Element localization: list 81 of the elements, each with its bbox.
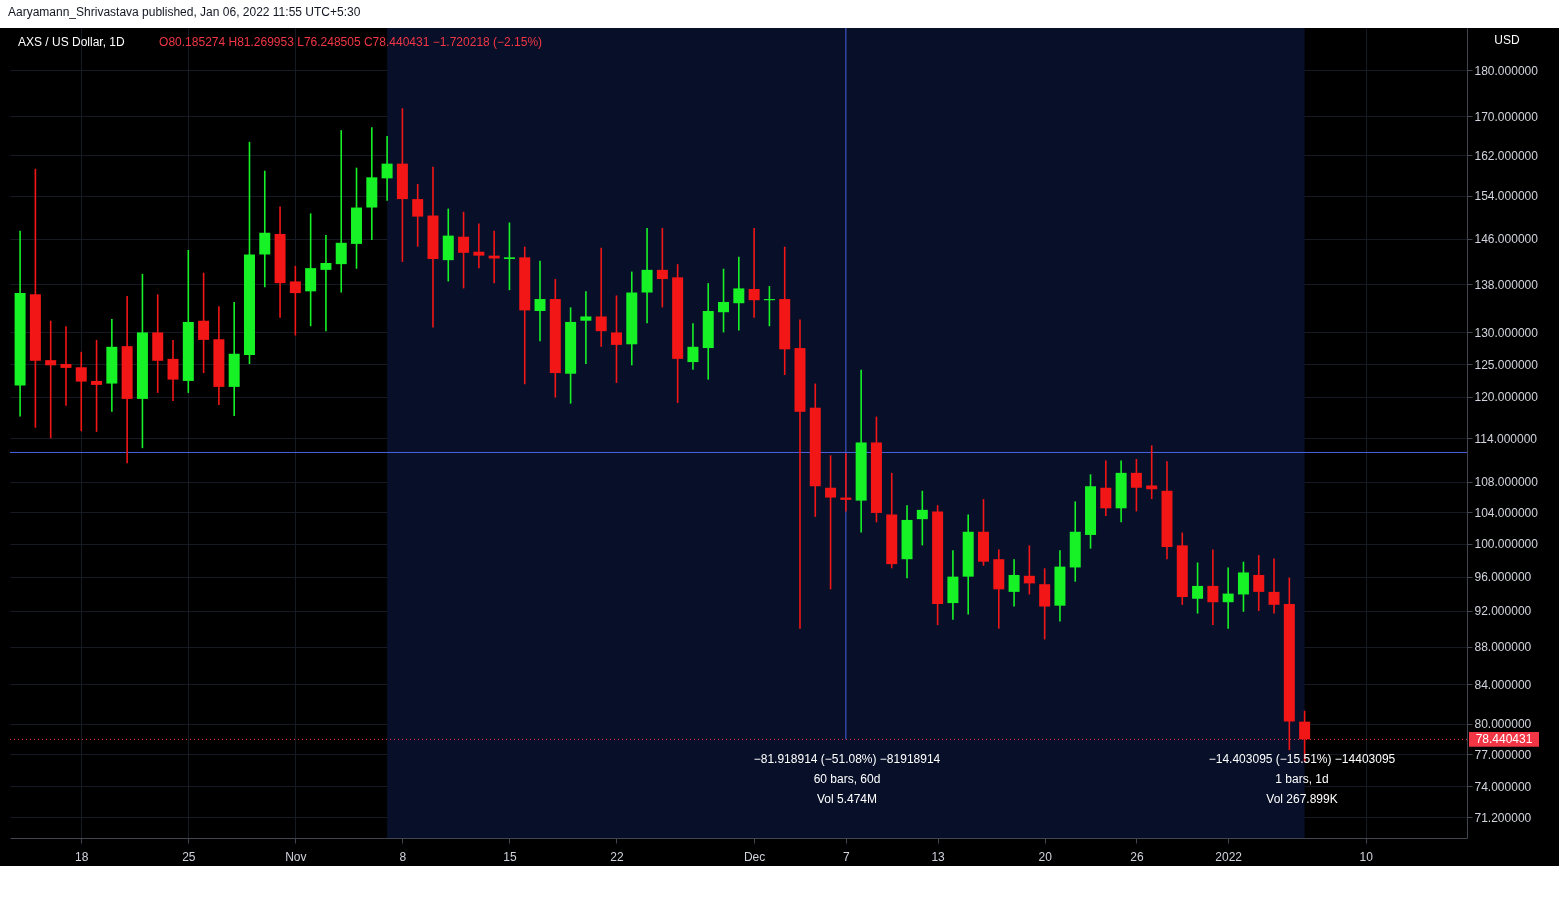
- candlestick: [1146, 444, 1158, 500]
- candlestick: [1008, 558, 1020, 608]
- annotation: −14.403095 (−15.51%) −14403095 1 bars, 1d Vol 267.899K: [1208, 752, 1396, 806]
- candlestick: [1237, 560, 1249, 613]
- candlestick: [1253, 554, 1265, 612]
- candlestick: [641, 227, 653, 324]
- y-tick-label: 154.000000: [1474, 189, 1539, 204]
- candlestick: [473, 222, 485, 269]
- text: Aaryamann_Shrivastava published, Jan 06, 2022 11:55 UTC+5:30: [8, 5, 361, 19]
- candlestick: [580, 290, 592, 365]
- x-tick-label: 15: [503, 849, 517, 864]
- candlestick: [503, 221, 515, 291]
- y-tick-label: 125.000000: [1474, 357, 1539, 372]
- candlestick: [916, 489, 928, 547]
- candlestick: [1130, 458, 1142, 513]
- candlestick: [259, 169, 271, 289]
- candlestick: [198, 271, 210, 374]
- x-tick-label: 13: [931, 849, 946, 864]
- y-tick-label: 88.000000: [1474, 640, 1532, 655]
- y-tick-label: 92.000000: [1474, 604, 1532, 619]
- annotation: −81.918914 (−51.08%) −81918914 60 bars, 60d Vol 5.474M: [753, 752, 941, 806]
- candlestick: [75, 351, 87, 432]
- y-tick-label: 108.000000: [1474, 475, 1539, 490]
- text: USD: [1494, 33, 1520, 47]
- candlestick: [748, 227, 760, 319]
- y-tick-label: 162.000000: [1474, 148, 1539, 163]
- text: O80.185274 H81.269953 L76.248505 C78.440431 −1.720218 (−2.15%): [159, 35, 543, 49]
- candlestick: [1039, 567, 1051, 641]
- y-tick-label: 120.000000: [1474, 390, 1539, 405]
- y-tick-label: 71.200000: [1474, 810, 1532, 825]
- x-tick-label: 2022: [1215, 849, 1243, 864]
- candlestick: [1192, 561, 1204, 615]
- y-tick-label: 146.000000: [1474, 232, 1539, 247]
- y-tick-label: 104.000000: [1474, 505, 1539, 520]
- candlestick: [335, 129, 347, 294]
- ref-line-label: 78.440431: [1475, 732, 1533, 747]
- candlestick: [381, 135, 393, 202]
- candlestick: [825, 454, 837, 591]
- x-tick-label: 26: [1130, 849, 1144, 864]
- candlestick: [1100, 459, 1112, 517]
- x-tick-label: 22: [610, 849, 624, 864]
- candlestick: [167, 339, 179, 402]
- candlestick: [595, 246, 607, 348]
- candlestick: [687, 322, 699, 371]
- candlestick: [91, 339, 103, 433]
- text: AXS / US Dollar, 1D: [18, 35, 126, 49]
- y-tick-label: 138.000000: [1474, 277, 1539, 292]
- y-tick-label: 84.000000: [1474, 677, 1532, 692]
- candlestick: [1207, 548, 1219, 626]
- candlestick: [45, 319, 57, 440]
- candlestick: [320, 234, 332, 332]
- candlestick: [718, 267, 730, 334]
- x-tick-label: 18: [75, 849, 89, 864]
- y-tick-label: 100.000000: [1474, 537, 1539, 552]
- y-tick-label: 96.000000: [1474, 570, 1532, 585]
- candlestick: [60, 325, 72, 407]
- candlestick: [1222, 566, 1234, 630]
- candlestick: [656, 227, 668, 309]
- y-tick-label: 114.000000: [1474, 431, 1538, 446]
- y-tick-label: 180.000000: [1474, 63, 1539, 78]
- x-tick-label: 20: [1038, 849, 1053, 864]
- candlestick: [1268, 557, 1280, 615]
- candlestick: [305, 212, 317, 328]
- candlestick: [289, 265, 301, 337]
- y-tick-label: 77.000000: [1474, 747, 1532, 762]
- y-tick-label: 130.000000: [1474, 325, 1539, 340]
- candlestick: [458, 210, 470, 290]
- y-tick-label: 170.000000: [1474, 109, 1539, 124]
- candlestick: [534, 259, 546, 342]
- candlestick: [733, 255, 745, 332]
- x-tick-label: 25: [182, 849, 196, 864]
- x-tick-label: 7: [843, 849, 851, 864]
- candlestick: [412, 183, 424, 248]
- candlestick: [1023, 544, 1035, 596]
- x-tick-label: Nov: [285, 849, 307, 864]
- x-tick-label: 8: [399, 849, 407, 864]
- y-tick-label: 80.000000: [1474, 717, 1532, 731]
- x-tick-label: Dec: [743, 849, 766, 864]
- x-tick-label: 10: [1359, 849, 1374, 864]
- y-tick-label: 74.000000: [1474, 779, 1532, 794]
- candlestick: [610, 294, 622, 384]
